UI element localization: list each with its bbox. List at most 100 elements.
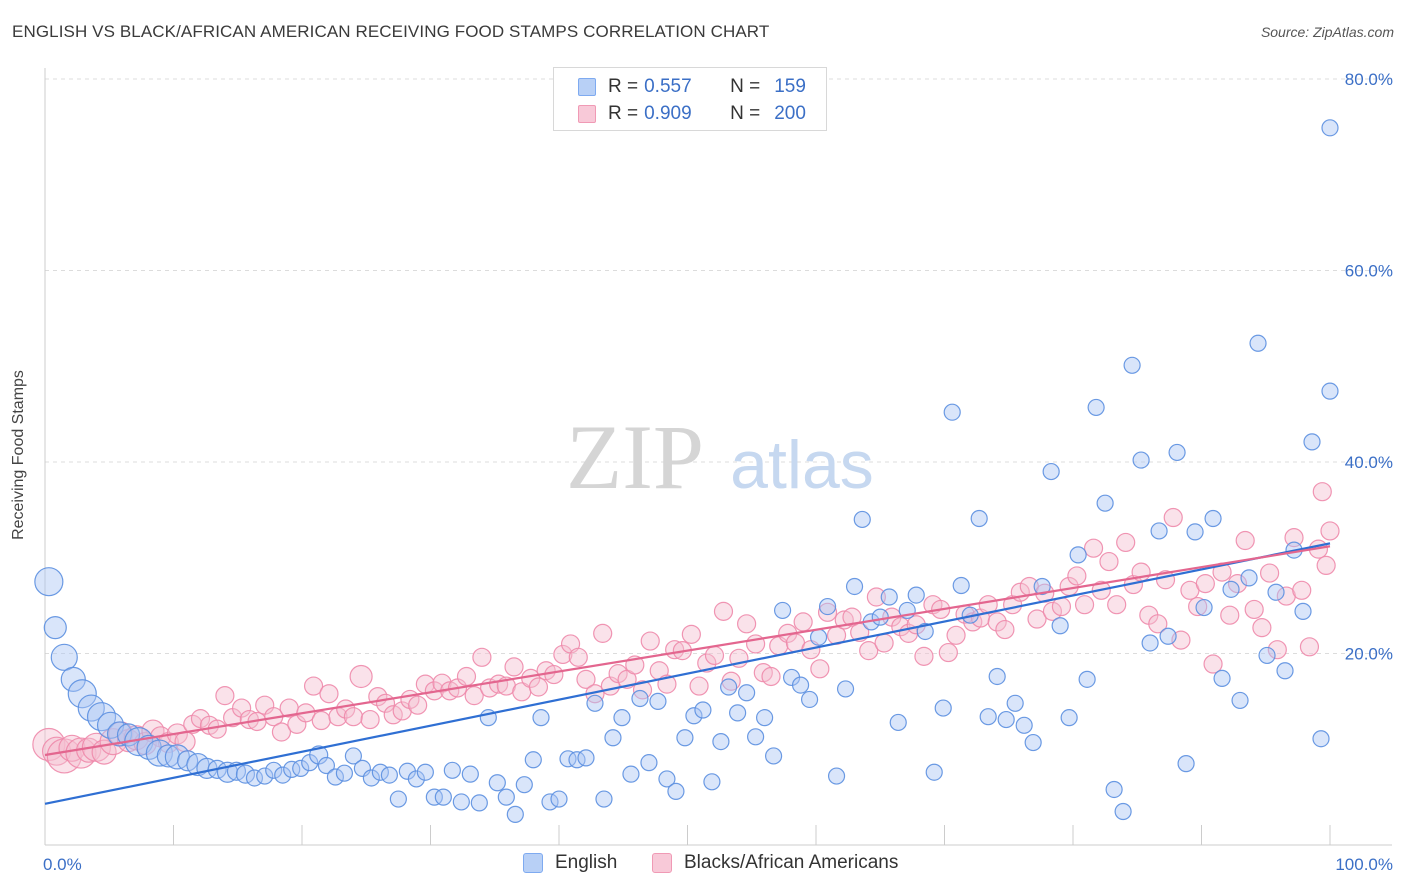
english-point xyxy=(1204,509,1222,528)
english-point xyxy=(106,721,133,747)
english-point xyxy=(712,732,730,751)
blacks-point xyxy=(1042,601,1063,621)
legend: R = 0.557 N = 159 R = 0.909 N = 200 xyxy=(553,67,827,131)
english-point xyxy=(452,793,470,811)
english-point xyxy=(1024,733,1042,752)
bottom-legend-blacks[interactable]: Blacks/African Americans xyxy=(652,852,898,874)
blacks-point xyxy=(593,623,613,643)
english-point xyxy=(791,676,810,694)
blacks-point xyxy=(456,666,477,687)
english-point xyxy=(1303,433,1321,451)
english-point xyxy=(488,774,506,792)
legend-r-label: R = xyxy=(608,76,639,97)
english-point xyxy=(1276,662,1294,680)
english-point xyxy=(265,761,283,779)
blacks-point xyxy=(1074,595,1095,615)
blacks-point xyxy=(1320,521,1340,541)
english-point xyxy=(1186,523,1204,541)
english-point xyxy=(764,747,783,765)
grid-lines xyxy=(45,78,1392,654)
blacks-point xyxy=(1203,654,1223,674)
watermark-zip: ZIP xyxy=(566,406,704,508)
english-point xyxy=(1051,617,1069,635)
legend-row-blacks: R = 0.909 N = 200 xyxy=(578,103,806,125)
english-point xyxy=(335,764,354,782)
blacks-point xyxy=(157,731,179,754)
blacks-point xyxy=(553,644,573,665)
english-point xyxy=(326,768,345,786)
blacks-point xyxy=(271,722,292,742)
english-point xyxy=(586,694,604,712)
english-point xyxy=(1213,669,1231,687)
english-point xyxy=(979,708,997,726)
y-axis-label: Receiving Food Stamps xyxy=(10,370,27,540)
english-point xyxy=(907,586,925,604)
blacks-point xyxy=(65,737,97,769)
blacks-point xyxy=(1235,530,1255,551)
series-english-points xyxy=(34,119,1339,823)
bottom-legend-swatch-blacks xyxy=(652,853,672,873)
watermark: ZIP atlas xyxy=(566,406,874,508)
english-point xyxy=(720,678,738,696)
blacks-point xyxy=(713,601,734,621)
bottom-legend-english[interactable]: English xyxy=(523,852,617,874)
english-point xyxy=(1312,730,1330,748)
blacks-point xyxy=(721,671,741,691)
english-point xyxy=(283,760,301,778)
legend-r-label: R = xyxy=(608,103,639,124)
blacks-point xyxy=(761,666,781,687)
english-point xyxy=(1141,634,1159,652)
english-point xyxy=(380,766,398,784)
blacks-point xyxy=(1163,507,1183,528)
english-point xyxy=(631,689,649,708)
blacks-point xyxy=(689,676,709,696)
english-point xyxy=(344,747,362,765)
english-point xyxy=(245,769,264,787)
english-point xyxy=(988,667,1006,686)
blacks-point xyxy=(408,695,428,715)
blacks-point xyxy=(349,664,373,689)
blacks-point xyxy=(1083,538,1104,558)
blacks-point xyxy=(1252,618,1272,638)
english-point xyxy=(577,749,595,767)
blacks-point xyxy=(1227,574,1248,594)
trend-line-blacks xyxy=(44,545,1331,757)
blacks-point xyxy=(1316,555,1336,576)
blacks-point xyxy=(528,677,549,697)
english-point xyxy=(256,767,274,785)
english-point xyxy=(1069,546,1087,564)
english-point xyxy=(1231,691,1249,710)
blacks-point xyxy=(311,710,331,731)
english-point xyxy=(1249,334,1267,352)
blacks-point xyxy=(640,631,660,651)
english-point xyxy=(676,729,694,747)
english-point xyxy=(559,750,577,768)
blacks-point xyxy=(938,642,958,663)
blacks-point xyxy=(472,647,492,667)
bottom-legend-swatch-english xyxy=(523,853,543,873)
english-point xyxy=(416,763,434,781)
english-point xyxy=(1195,598,1213,617)
english-point xyxy=(685,707,703,725)
blacks-point xyxy=(1051,596,1072,617)
english-point xyxy=(550,790,568,808)
english-point xyxy=(694,701,712,719)
english-point xyxy=(292,759,310,778)
english-point xyxy=(443,761,461,779)
english-point xyxy=(1006,694,1024,712)
blacks-point xyxy=(946,625,966,645)
blacks-point xyxy=(1267,640,1287,660)
blacks-point xyxy=(737,614,757,634)
tick-labels: 20.0% 40.0% 60.0% 80.0% 0.0% 100.0% xyxy=(43,70,1393,874)
english-point xyxy=(773,601,792,620)
english-point xyxy=(667,782,685,800)
english-point xyxy=(934,699,952,717)
english-point xyxy=(604,729,622,747)
english-point xyxy=(1123,356,1141,374)
blacks-point xyxy=(183,714,203,734)
english-point xyxy=(925,763,943,781)
y-tick-label: 20.0% xyxy=(1345,645,1393,664)
english-point xyxy=(1294,602,1312,620)
blacks-point xyxy=(360,709,380,730)
trend-line-english xyxy=(44,542,1331,805)
